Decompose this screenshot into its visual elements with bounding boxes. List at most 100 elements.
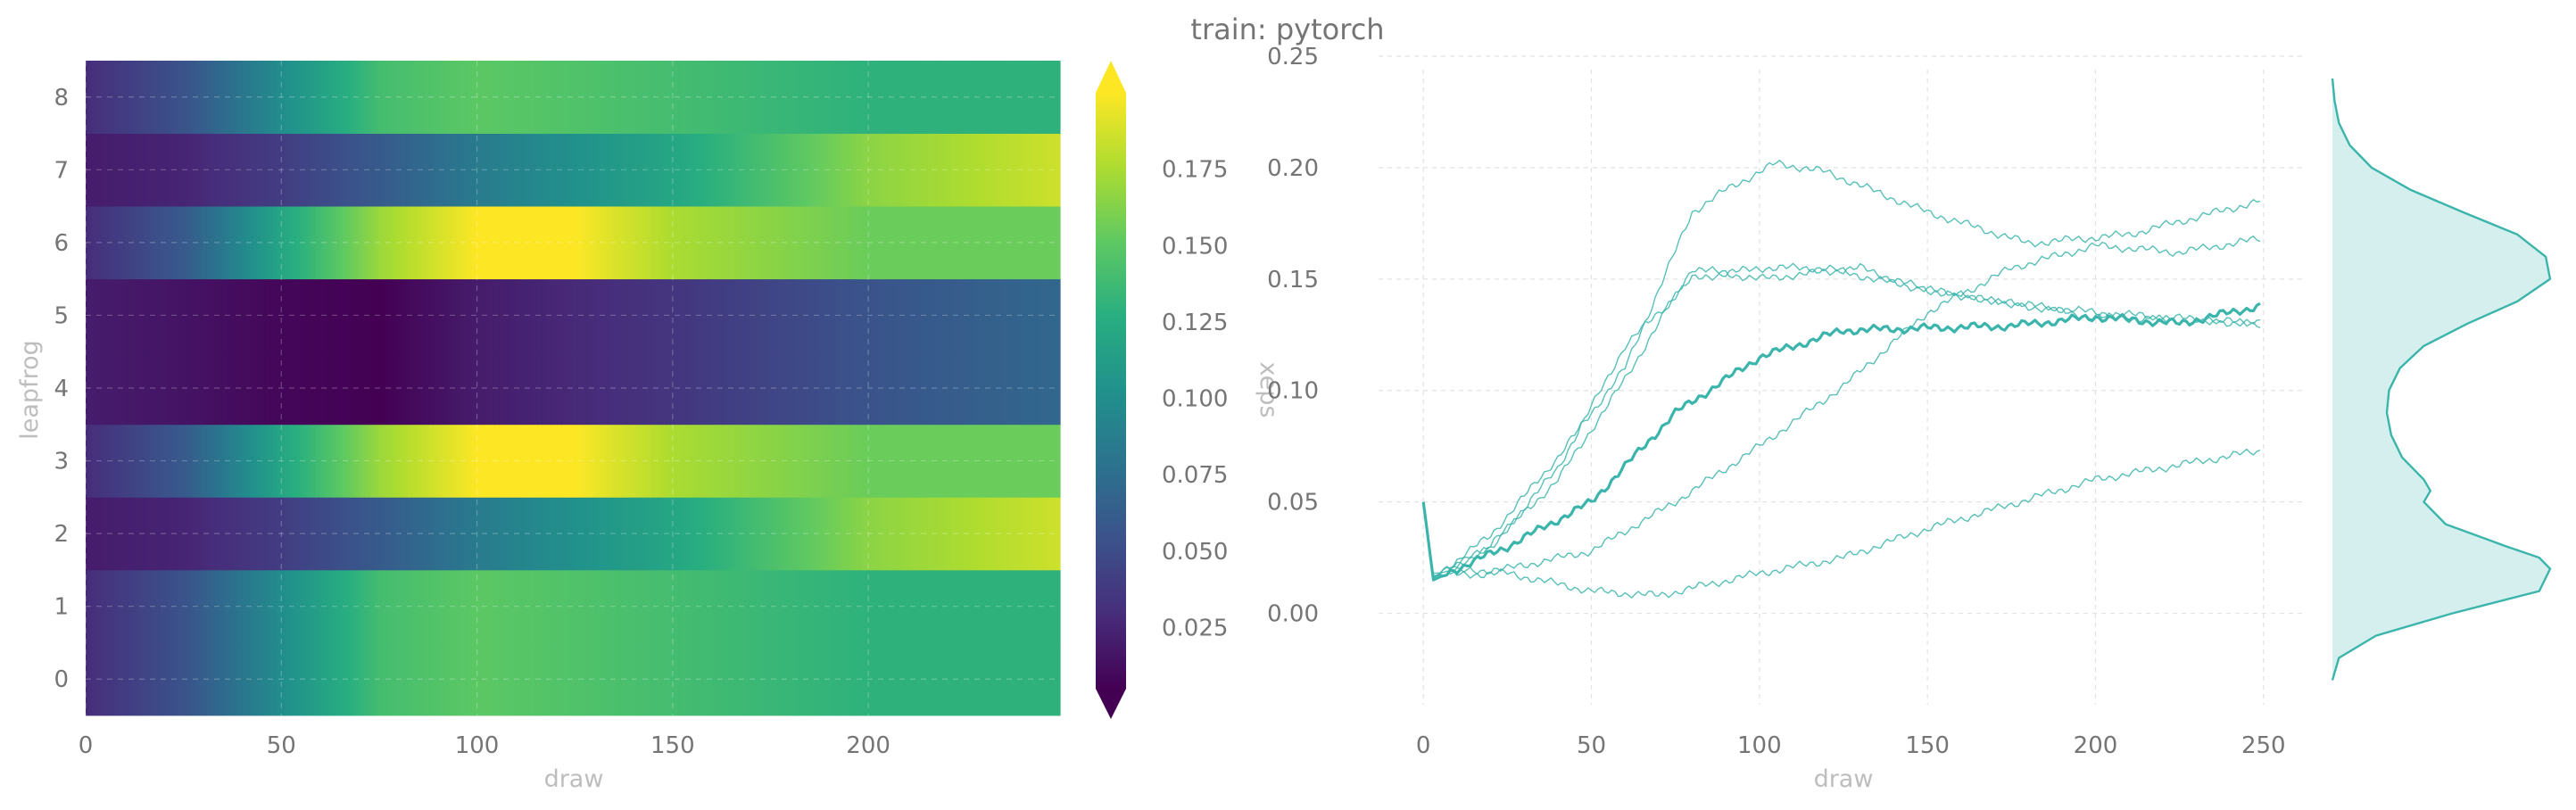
heatmap-cell <box>791 133 796 207</box>
heatmap-cell <box>374 278 379 352</box>
heatmap-cell <box>830 569 835 643</box>
heatmap-cell <box>221 642 227 716</box>
heatmap-cell <box>978 642 983 716</box>
heatmap-cell <box>237 278 243 352</box>
heatmap-cell <box>436 351 442 426</box>
heatmap-cell <box>557 61 562 134</box>
heatmap-cell <box>198 61 203 134</box>
heatmap-cell <box>642 278 648 352</box>
heatmap-cell <box>565 497 570 571</box>
heatmap-cell <box>557 351 562 426</box>
heatmap-cell <box>1056 424 1061 498</box>
heatmap-cell <box>993 569 998 643</box>
heatmap-cell <box>986 569 990 643</box>
heatmap-cell <box>794 569 799 643</box>
heatmap-cell <box>1036 569 1041 643</box>
heatmap-cell <box>245 61 251 134</box>
heatmap-cell <box>857 61 862 134</box>
heatmap-cell <box>947 61 952 134</box>
heatmap-cell <box>818 351 824 426</box>
line-y-tick-label: 0.10 <box>1267 378 1319 405</box>
heatmap-cell <box>931 351 936 426</box>
heatmap-cell <box>136 278 141 352</box>
heatmap-cell <box>927 133 932 207</box>
heatmap-cell <box>409 206 414 280</box>
heatmap-cell <box>634 424 640 498</box>
heatmap-cell <box>261 133 266 207</box>
heatmap-cell <box>1032 278 1038 352</box>
heatmap-cell <box>261 424 266 498</box>
heatmap-cell <box>650 206 656 280</box>
heatmap-cell <box>634 278 640 352</box>
heatmap-cell <box>112 424 118 498</box>
heatmap-cell <box>327 569 332 643</box>
heatmap-cell <box>198 569 203 643</box>
heatmap-cell <box>358 278 363 352</box>
heatmap-cell <box>233 424 238 498</box>
heatmap-cell <box>159 278 164 352</box>
heatmap-cell <box>553 61 559 134</box>
heatmap-cell <box>210 351 215 426</box>
heatmap-cell <box>931 424 936 498</box>
heatmap-cell <box>338 206 344 280</box>
heatmap-cell <box>455 424 460 498</box>
heatmap-cell <box>853 206 858 280</box>
heatmap-cell <box>986 642 990 716</box>
heatmap-cell <box>327 497 332 571</box>
heatmap-cell <box>167 61 172 134</box>
heatmap-cell <box>596 206 601 280</box>
heatmap-cell <box>534 497 539 571</box>
heatmap-cell <box>1052 206 1057 280</box>
heatmap-cell <box>998 569 1003 643</box>
heatmap-cell <box>116 351 121 426</box>
heatmap-cell <box>417 133 422 207</box>
heatmap-cell <box>814 61 819 134</box>
heatmap-cell <box>195 424 200 498</box>
heatmap-cell <box>924 642 929 716</box>
heatmap-cell <box>171 278 177 352</box>
heatmap-cell <box>576 61 582 134</box>
heatmap-cell <box>468 424 473 498</box>
heatmap-cell <box>841 351 847 426</box>
heatmap-cell <box>1021 61 1026 134</box>
heatmap-cell <box>573 133 577 207</box>
sample-line <box>1433 262 2261 579</box>
heatmap-cell <box>720 642 725 716</box>
heatmap-cell <box>733 569 738 643</box>
heatmap-cell <box>888 569 893 643</box>
heatmap-cell <box>128 206 134 280</box>
heatmap-cell <box>662 133 667 207</box>
heatmap-cell <box>674 278 679 352</box>
heatmap-cell <box>529 569 534 643</box>
heatmap-cell <box>86 497 90 571</box>
heatmap-cell <box>494 351 500 426</box>
sample-line <box>1433 448 2261 599</box>
heatmap-cell <box>603 278 609 352</box>
heatmap-cell <box>725 351 730 426</box>
heatmap-cell <box>584 497 590 571</box>
heatmap-cell <box>214 642 219 716</box>
heatmap-cell <box>218 133 223 207</box>
heatmap-cell <box>409 133 414 207</box>
heatmap-cell <box>506 569 511 643</box>
heatmap-cell <box>888 278 893 352</box>
heatmap-cell <box>814 642 819 716</box>
heatmap-cell <box>307 61 312 134</box>
heatmap-cell <box>666 61 671 134</box>
heatmap-cell <box>214 133 219 207</box>
heatmap-cell <box>195 351 200 426</box>
heatmap-cell <box>838 424 842 498</box>
heatmap-cell <box>486 642 492 716</box>
heatmap-cell <box>210 497 215 571</box>
heatmap-cell <box>468 497 473 571</box>
heatmap-cell <box>876 278 882 352</box>
heatmap-cell <box>245 206 251 280</box>
heatmap-cell <box>833 278 839 352</box>
heatmap-cell <box>973 278 979 352</box>
heatmap-cell <box>830 351 835 426</box>
heatmap-cell <box>553 351 559 426</box>
heatmap-cell <box>764 351 768 426</box>
heatmap-cell <box>584 569 590 643</box>
heatmap-cell <box>549 206 554 280</box>
